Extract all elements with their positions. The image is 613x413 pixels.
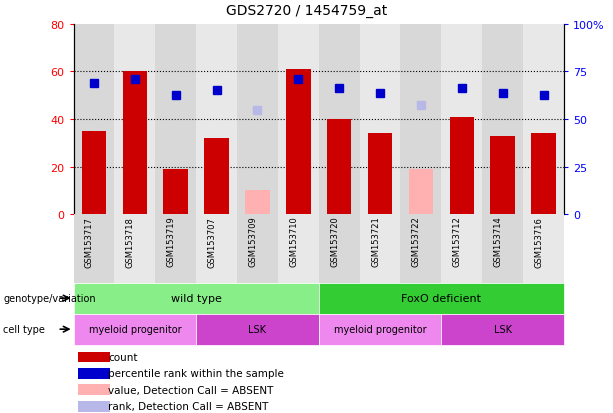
Bar (360, 25, 400, 215)
Bar (319, 215, 360, 283)
Text: FoxO deficient: FoxO deficient (402, 293, 481, 304)
Bar (278, 215, 319, 283)
Bar (74, 314, 196, 345)
Bar (74, 283, 319, 314)
Bar (409, 170, 433, 215)
Text: genotype/variation: genotype/variation (3, 293, 96, 304)
Bar (523, 25, 564, 215)
Bar (74, 25, 115, 215)
Bar (164, 170, 188, 215)
Bar (78, 368, 110, 379)
Text: cell type: cell type (3, 324, 45, 335)
Bar (441, 215, 482, 283)
Bar (319, 25, 360, 215)
Bar (327, 120, 351, 215)
Bar (449, 117, 474, 215)
Bar (368, 134, 392, 215)
Bar (482, 25, 523, 215)
Bar (531, 134, 556, 215)
Text: LSK: LSK (248, 324, 267, 335)
Bar (196, 314, 319, 345)
Text: GSM153720: GSM153720 (330, 216, 339, 267)
Bar (482, 215, 523, 283)
Bar (319, 283, 564, 314)
Text: GSM153719: GSM153719 (167, 216, 176, 267)
Bar (286, 70, 311, 215)
Bar (82, 132, 106, 215)
Bar (155, 25, 196, 215)
Text: percentile rank within the sample: percentile rank within the sample (108, 368, 284, 378)
Text: GSM153717: GSM153717 (85, 216, 94, 267)
Text: myeloid progenitor: myeloid progenitor (88, 324, 181, 335)
Text: GSM153722: GSM153722 (412, 216, 421, 267)
Text: count: count (108, 352, 137, 362)
Bar (441, 314, 564, 345)
Bar (237, 25, 278, 215)
Bar (319, 314, 441, 345)
Bar (74, 215, 115, 283)
Text: myeloid progenitor: myeloid progenitor (333, 324, 427, 335)
Bar (523, 215, 564, 283)
Bar (115, 25, 155, 215)
Bar (360, 215, 400, 283)
Text: GDS2720 / 1454759_at: GDS2720 / 1454759_at (226, 4, 387, 18)
Text: GSM153716: GSM153716 (535, 216, 544, 267)
Text: GSM153721: GSM153721 (371, 216, 380, 267)
Bar (78, 352, 110, 363)
Bar (237, 215, 278, 283)
Bar (196, 215, 237, 283)
Bar (245, 191, 270, 215)
Text: value, Detection Call = ABSENT: value, Detection Call = ABSENT (108, 385, 273, 395)
Bar (78, 401, 110, 412)
Bar (400, 25, 441, 215)
Bar (155, 215, 196, 283)
Text: GSM153714: GSM153714 (493, 216, 503, 267)
Bar (278, 25, 319, 215)
Text: GSM153707: GSM153707 (208, 216, 216, 267)
Text: rank, Detection Call = ABSENT: rank, Detection Call = ABSENT (108, 401, 268, 411)
Text: GSM153710: GSM153710 (289, 216, 299, 267)
Text: GSM153712: GSM153712 (453, 216, 462, 267)
Bar (115, 215, 155, 283)
Bar (441, 25, 482, 215)
Text: GSM153718: GSM153718 (126, 216, 135, 267)
Bar (400, 215, 441, 283)
Bar (78, 385, 110, 395)
Bar (123, 72, 147, 215)
Text: LSK: LSK (493, 324, 512, 335)
Text: GSM153709: GSM153709 (248, 216, 257, 267)
Bar (490, 136, 515, 215)
Bar (204, 139, 229, 215)
Text: wild type: wild type (171, 293, 221, 304)
Bar (196, 25, 237, 215)
